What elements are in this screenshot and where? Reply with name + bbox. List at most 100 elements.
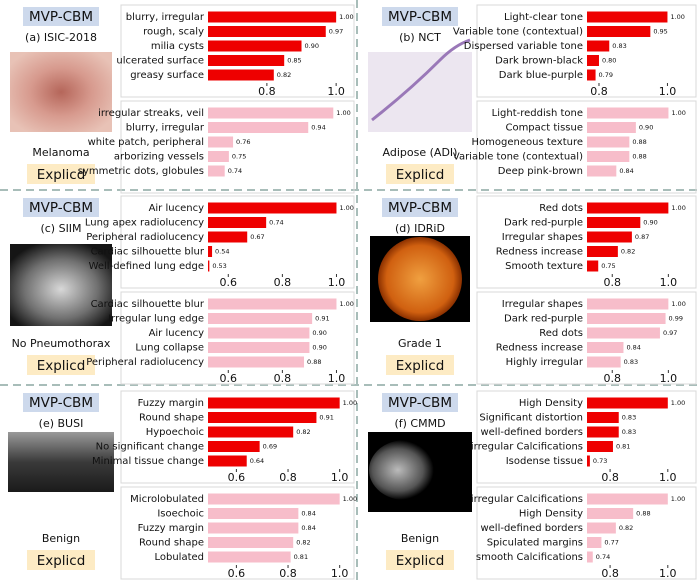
chart-frame (120, 291, 355, 385)
value-label: 0.75 (601, 262, 615, 270)
bar (208, 426, 294, 438)
bar (587, 11, 668, 23)
category-label: blurry, irregular (126, 12, 205, 23)
category-label: blurry, irregular (126, 123, 205, 134)
bar (208, 342, 310, 353)
baseline-box (27, 164, 95, 184)
image-retina (378, 237, 462, 321)
bar (208, 551, 291, 563)
bar (587, 426, 619, 438)
baseline-label: Explicd (37, 553, 86, 569)
category-label: No significant change (96, 442, 204, 453)
bar (208, 455, 247, 467)
method-label: MVP-CBM (388, 200, 452, 216)
bar (208, 151, 229, 162)
method-label: MVP-CBM (29, 395, 93, 411)
bar (587, 231, 632, 243)
x-tick-label: 0.8 (274, 276, 292, 289)
category-label: Variable tone (contextual) (453, 152, 583, 163)
category-label: Redness increase (496, 247, 583, 258)
value-label: 0.74 (596, 553, 610, 561)
category-label: Red dots (539, 328, 583, 339)
value-label: 1.00 (336, 109, 350, 117)
x-tick-label: 0.8 (601, 567, 619, 580)
class-label: Adipose (ADI) (383, 146, 458, 159)
category-label: Minimal tissue change (92, 456, 204, 467)
method-box (23, 393, 99, 412)
x-tick-label: 1.0 (659, 85, 677, 98)
x-tick-label: 0.8 (590, 85, 608, 98)
value-label: 1.00 (343, 495, 357, 503)
category-label: Round shape (139, 413, 204, 424)
value-label: 0.75 (232, 153, 246, 161)
category-label: Cardiac silhouette blur (91, 299, 205, 310)
bar (208, 397, 340, 409)
bar (587, 313, 666, 324)
x-tick-label: 0.6 (220, 276, 238, 289)
category-label: Fuzzy margin (138, 398, 204, 409)
bar (587, 55, 599, 66)
bar (208, 69, 274, 81)
value-label: 0.88 (632, 138, 646, 146)
x-tick-label: 0.6 (228, 567, 246, 580)
bar (587, 165, 617, 177)
bar (587, 298, 669, 310)
category-label: Peripheral radiolucency (86, 232, 204, 243)
images (8, 38, 472, 512)
category-label: Smooth texture (505, 261, 583, 272)
category-label: Variable tone (contextual) (453, 27, 583, 38)
value-label: 0.67 (250, 233, 264, 241)
category-label: Red dots (539, 203, 583, 214)
category-label: High Density (519, 398, 583, 409)
bar (587, 260, 599, 272)
x-tick-label: 1.0 (660, 372, 678, 385)
baseline-box (27, 355, 95, 375)
x-tick-label: 0.8 (601, 471, 619, 484)
bar (587, 412, 619, 423)
category-label: ulcerated surface (116, 56, 204, 67)
bar (208, 11, 337, 23)
value-label: 1.00 (671, 399, 685, 407)
x-tick-label: 1.0 (659, 567, 677, 580)
x-tick-label: 0.6 (220, 372, 238, 385)
x-tick-label: 1.0 (328, 276, 346, 289)
bar (587, 441, 613, 452)
bar (587, 202, 669, 214)
value-label: 0.99 (669, 315, 683, 323)
value-label: 0.64 (250, 457, 264, 465)
x-tick-label: 1.0 (327, 85, 345, 98)
chart-frame (120, 195, 355, 289)
bar (587, 327, 660, 339)
value-label: 0.74 (269, 219, 283, 227)
value-label: 0.84 (301, 510, 315, 518)
baseline-box (386, 355, 454, 375)
bar (587, 136, 630, 148)
value-label: 0.97 (329, 28, 343, 36)
method-box (23, 7, 99, 26)
baseline-box (386, 164, 454, 184)
category-label: Peripheral radiolucency (86, 357, 204, 368)
value-label: 1.00 (339, 300, 353, 308)
category-label: Light-clear tone (504, 12, 583, 23)
bar (208, 412, 317, 423)
bar (208, 522, 299, 534)
image-xray (10, 244, 112, 326)
value-label: 0.83 (622, 414, 636, 422)
x-tick-label: 1.0 (328, 372, 346, 385)
value-label: 0.82 (296, 539, 310, 547)
value-label: 0.73 (593, 457, 607, 465)
method-box (382, 393, 458, 412)
chart-frame (476, 390, 697, 484)
chart-frame (120, 100, 355, 194)
category-label: Compact tissue (505, 123, 583, 134)
value-label: 0.90 (312, 329, 326, 337)
category-label: Microlobulated (130, 494, 204, 505)
value-label: 0.84 (626, 344, 640, 352)
category-label: Hypoechoic (146, 427, 204, 438)
baseline-box (27, 550, 95, 570)
category-label: Dark brown-black (495, 56, 583, 67)
value-label: 0.83 (624, 358, 638, 366)
category-label: well-defined borders (480, 427, 583, 438)
value-label: 0.94 (311, 124, 325, 132)
